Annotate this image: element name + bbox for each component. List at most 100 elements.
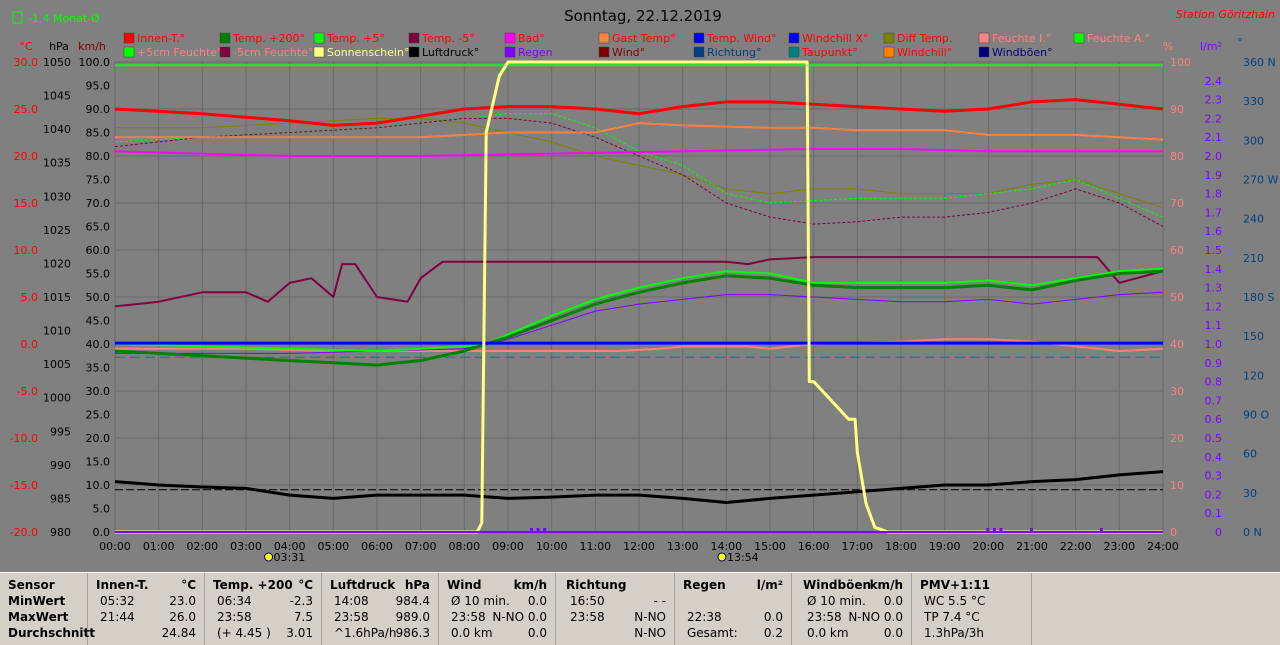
rain-mark: [543, 528, 547, 531]
stats-sensor-title: Sensor: [8, 578, 55, 592]
y-tick-rain: 0.2: [1205, 488, 1223, 501]
y-tick-rain: 1.6: [1205, 225, 1223, 238]
axis-unit-direction: °: [1237, 36, 1243, 49]
legend-swatch: [504, 32, 516, 44]
sunset-time: 13:54: [727, 551, 759, 564]
stats-luftdruck-unit: hPa: [404, 578, 430, 592]
stats-luftdruck-time: ^1.6hPa/h: [334, 626, 397, 640]
stats-luftdruck-time: 23:58: [334, 610, 369, 624]
legend-swatch: [408, 32, 420, 44]
y-tick-pressure: 980: [50, 526, 71, 539]
legend-label: Temp. +5°: [326, 32, 385, 45]
y-tick-rain: 2.2: [1205, 112, 1223, 125]
legend-label: +5cm Feuchte°: [137, 46, 223, 59]
stats-innen-time: 05:32: [100, 594, 135, 608]
y-tick-humidity: 20: [1170, 432, 1184, 445]
stats-temp200-value: 3.01: [286, 626, 313, 640]
y-tick-direction: 60: [1243, 448, 1257, 461]
month-indicator-icon: [12, 11, 23, 24]
legend-label: Temp. -5°: [421, 32, 475, 45]
y-tick-direction: 120: [1243, 369, 1264, 382]
stats-luftdruck-col: Luftdruck hPa 14:08 984.4 23:58 989.0 ^1.6hPa/…: [322, 573, 439, 645]
station-name: Station Göritzhain: [1176, 8, 1275, 21]
stats-luftdruck-value: 989.0: [395, 610, 430, 624]
y-tick-direction: 90 O: [1243, 409, 1269, 422]
y-tick-temp: 30.0: [14, 56, 39, 69]
stats-regen-title: Regen: [683, 578, 726, 592]
y-tick-wind: 85.0: [86, 127, 111, 140]
legend-label: Feuchte A.°: [1087, 32, 1150, 45]
x-tick-label: 01:00: [143, 540, 175, 553]
series-line: [114, 113, 1164, 218]
x-tick-label: 04:00: [274, 540, 306, 553]
stats-innen-title: Innen-T.: [96, 578, 149, 592]
y-tick-wind: 100.0: [79, 56, 111, 69]
x-tick-label: 05:00: [317, 540, 349, 553]
y-tick-pressure: 1035: [43, 157, 71, 170]
y-tick-wind: 20.0: [86, 432, 111, 445]
x-tick-label: 09:00: [492, 540, 524, 553]
x-tick-label: 23:00: [1103, 540, 1135, 553]
legend-swatch: [883, 46, 895, 58]
y-tick-temp: 20.0: [14, 150, 39, 163]
legend-label: Windchill X°: [802, 32, 868, 45]
stats-wind-time: 23:58: [451, 610, 486, 624]
y-tick-direction: 210: [1243, 252, 1264, 265]
y-tick-wind: 5.0: [93, 503, 111, 516]
y-tick-pressure: 990: [50, 459, 71, 472]
series-line: [114, 267, 1164, 352]
y-tick-rain: 2.4: [1205, 75, 1223, 88]
y-tick-rain: 0.5: [1205, 432, 1223, 445]
y-tick-rain: 0: [1215, 526, 1222, 539]
legend-swatch: [123, 32, 135, 44]
y-tick-wind: 70.0: [86, 197, 111, 210]
y-tick-rain: 2.0: [1205, 150, 1223, 163]
y-tick-rain: 0.4: [1205, 451, 1223, 464]
stats-windboeen-time: 0.0 km: [807, 626, 849, 640]
y-tick-wind: 15.0: [86, 456, 111, 469]
y-tick-temp: 0.0: [21, 338, 39, 351]
y-tick-temp: 10.0: [14, 244, 39, 257]
stats-windboeen-col: Windböen km/h Ø 10 min. 0.0 23:58 N-NO 0.0 0.0…: [795, 573, 912, 645]
stats-richtung-value: - -: [653, 594, 666, 608]
legend-swatch: [504, 46, 516, 58]
stats-windboeen-unit: km/h: [869, 578, 903, 592]
x-tick-label: 15:00: [754, 540, 786, 553]
stats-richtung-title: Richtung: [566, 578, 627, 592]
y-tick-wind: 95.0: [86, 80, 111, 93]
stats-luftdruck-value: 984.4: [395, 594, 430, 608]
y-tick-humidity: 90: [1170, 103, 1184, 116]
y-tick-direction: 180 S: [1243, 291, 1274, 304]
stats-innen-col: Innen-T. °C 05:32 23.0 21:44 26.0 24.84: [88, 573, 205, 645]
y-tick-temp: 5.0: [21, 291, 39, 304]
month-indicator: -1.4 Monat-Ø: [28, 12, 100, 25]
y-tick-humidity: 70: [1170, 197, 1184, 210]
y-tick-rain: 0.6: [1205, 413, 1223, 426]
legend-label: Regen: [518, 46, 553, 59]
y-tick-pressure: 1050: [43, 56, 71, 69]
x-tick-label: 20:00: [972, 540, 1004, 553]
legend-label: Temp. +200°: [232, 32, 305, 45]
y-tick-rain: 0.1: [1205, 507, 1223, 520]
stats-regen-time: 22:38: [687, 610, 722, 624]
y-tick-rain: 1.5: [1205, 244, 1223, 257]
stats-luftdruck-value: 986.3: [395, 626, 430, 640]
stats-temp200-value: -2.3: [289, 594, 313, 608]
y-tick-rain: 2.1: [1205, 131, 1223, 144]
y-tick-rain: 0.9: [1205, 357, 1223, 370]
y-tick-temp: -20.0: [10, 526, 38, 539]
x-tick-label: 22:00: [1060, 540, 1092, 553]
x-tick-label: 12:00: [623, 540, 655, 553]
legend-swatch: [313, 32, 325, 44]
legend-swatch: [693, 46, 705, 58]
x-tick-label: 00:00: [99, 540, 131, 553]
legend-label: Taupunkt°: [801, 46, 858, 59]
y-tick-pressure: 1015: [43, 291, 71, 304]
rain-mark: [1099, 528, 1103, 531]
stats-temp200-title: Temp. +200: [213, 578, 293, 592]
y-tick-pressure: 1030: [43, 190, 71, 203]
stats-pmv-time: 1.3hPa/3h: [924, 626, 985, 640]
y-tick-humidity: 80: [1170, 150, 1184, 163]
y-tick-rain: 2.3: [1205, 94, 1223, 107]
y-tick-humidity: 40: [1170, 338, 1184, 351]
